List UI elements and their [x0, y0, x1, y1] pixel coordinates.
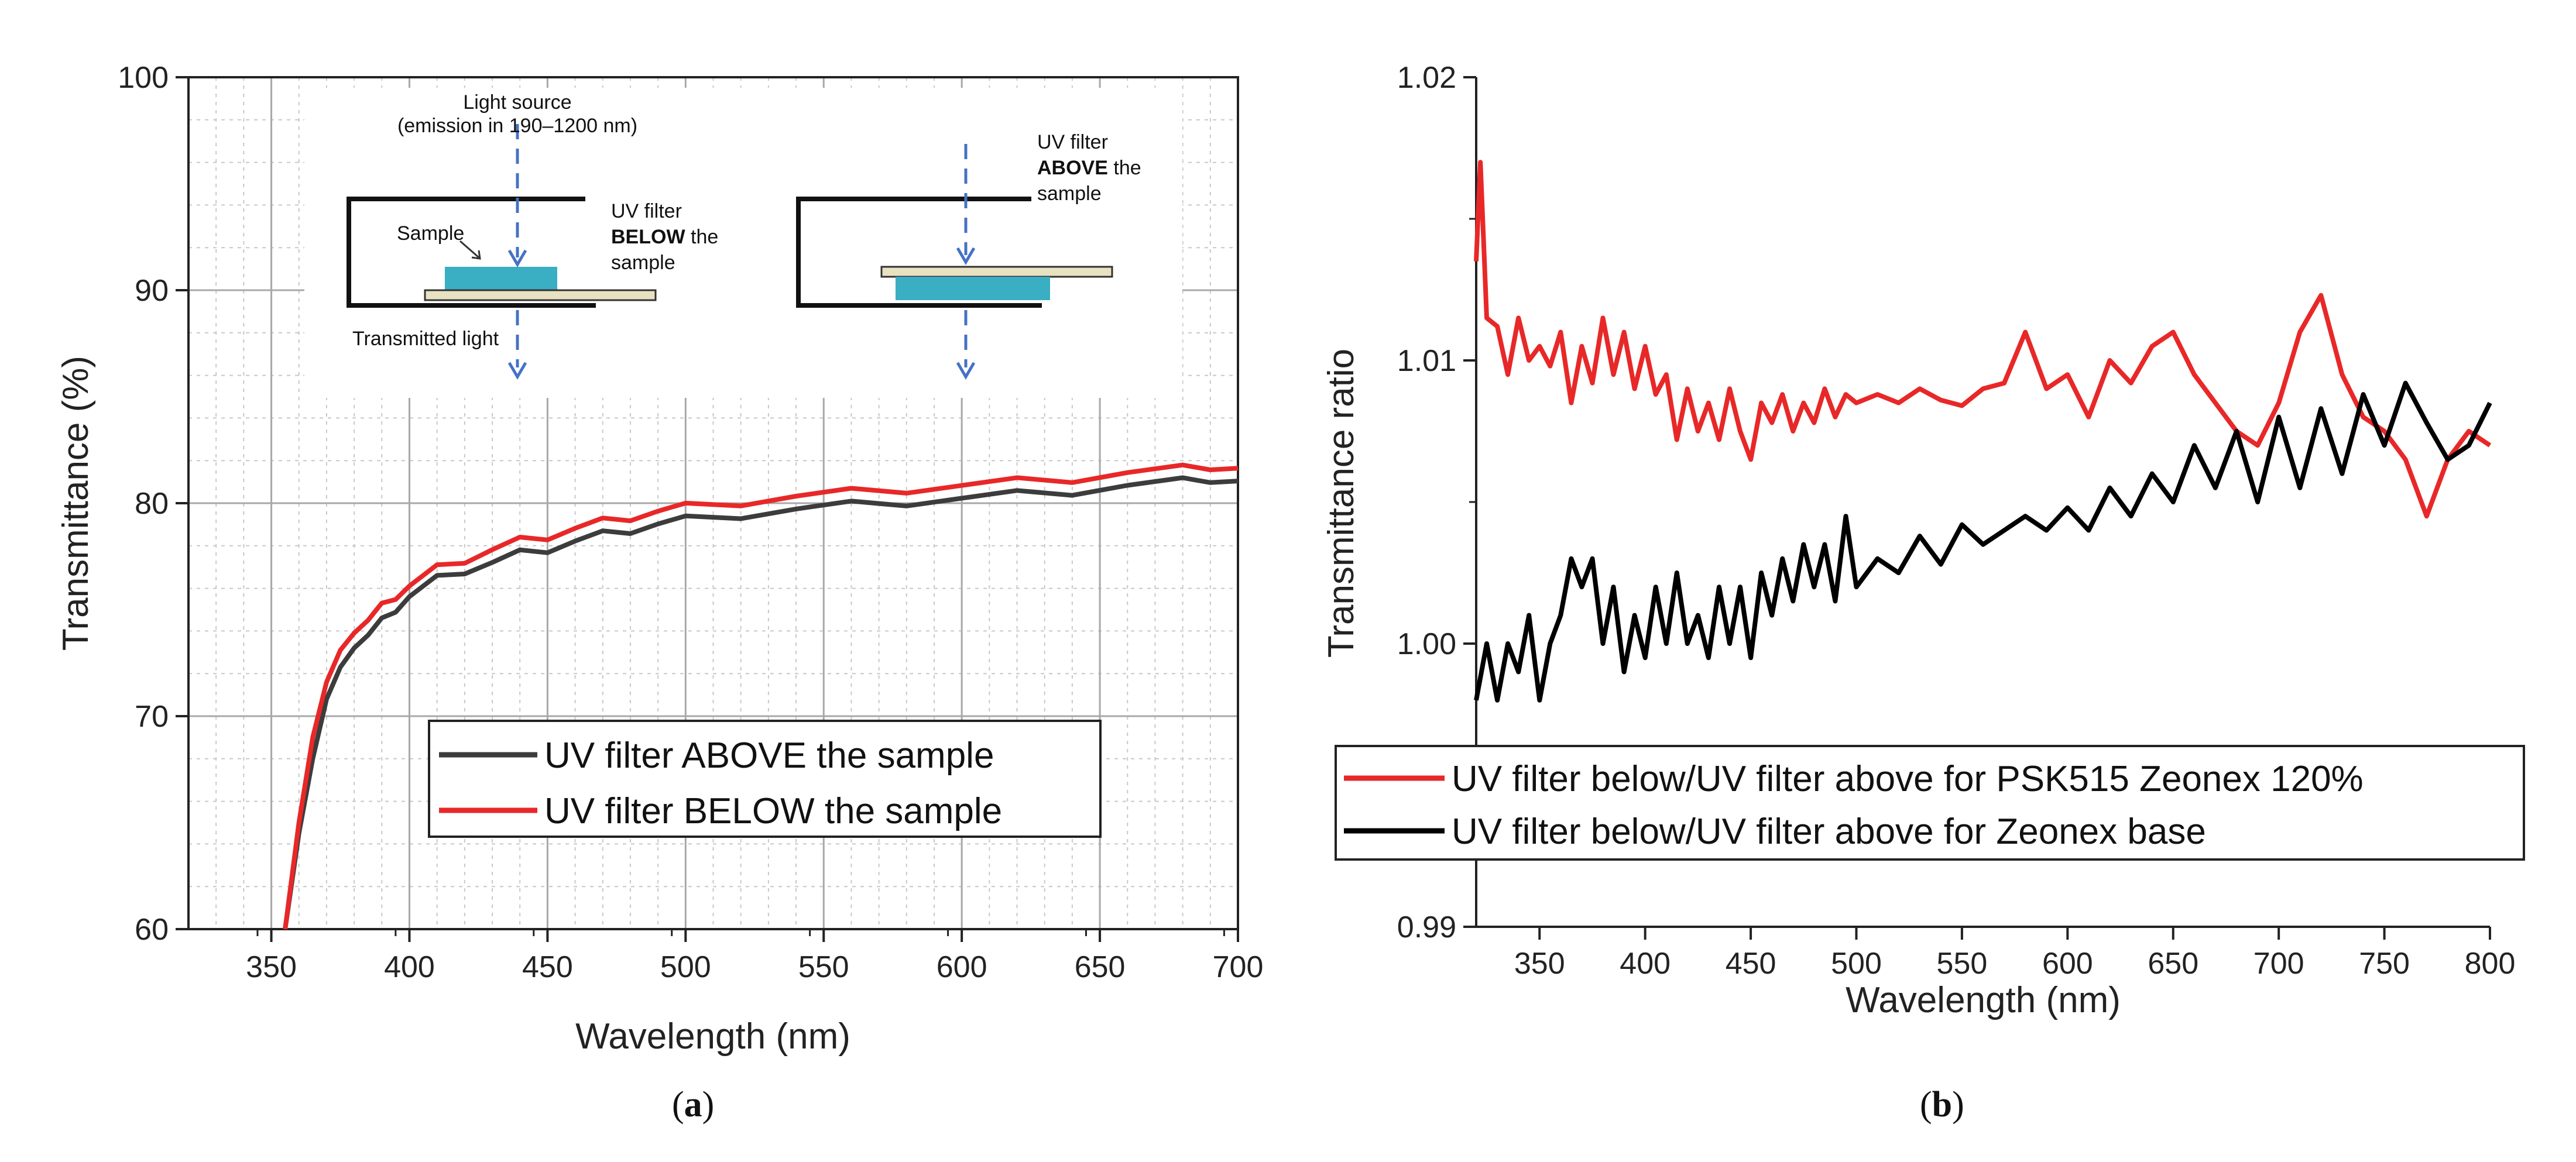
label-above-bold: ABOVE — [1037, 157, 1108, 179]
x-tick-label: 400 — [1620, 947, 1671, 981]
arrow-head-icon — [507, 362, 527, 380]
filter-left — [424, 289, 657, 301]
legend-label-psk515: UV filter below/UV filter above for PSK5… — [1452, 759, 2364, 799]
sample-left — [445, 267, 557, 290]
label-below-line2: BELOW the — [611, 226, 718, 248]
x-tick-label: 550 — [1937, 947, 1988, 981]
panel-label-b-close: ) — [1952, 1085, 1964, 1125]
series-line-above — [283, 475, 1239, 930]
label-below-line3: sample — [611, 252, 675, 274]
ticks-a: 350 400 450 500 550 600 650 700 60 70 80 90 100 — [118, 61, 1263, 984]
series-line-below — [283, 462, 1239, 930]
x-tick-label: 500 — [1831, 947, 1882, 981]
chart-panel-b: 350 400 450 500 550 600 650 700 750 800 0.99 1.00 1.… — [1321, 61, 2525, 1125]
x-axis-title-a: Wavelength (nm) — [575, 1016, 850, 1057]
label-below-bold: BELOW — [611, 226, 685, 248]
label-above-line2: ABOVE the — [1037, 157, 1141, 179]
label-below-the: the — [685, 226, 719, 248]
label-transmitted: Transmitted light — [352, 328, 499, 350]
sample-pointer-icon — [459, 240, 479, 259]
legend-label-zeonex: UV filter below/UV filter above for Zeon… — [1452, 812, 2206, 852]
y-tick-label: 1.01 — [1397, 344, 1456, 378]
x-tick-label: 700 — [2253, 947, 2304, 981]
y-tick-label: 100 — [118, 61, 169, 95]
x-tick-label: 700 — [1213, 950, 1264, 984]
inset-background — [304, 88, 1182, 398]
holder-left — [347, 197, 596, 308]
panel-label-a-letter: a — [684, 1085, 702, 1125]
x-axis-title-b: Wavelength (nm) — [1846, 980, 2121, 1020]
y-axis-title-a: Transmittance (%) — [56, 356, 96, 651]
series-a — [283, 462, 1239, 930]
panel-label-a: (a) — [672, 1085, 714, 1125]
series-b — [1474, 160, 2492, 703]
x-tick-label: 600 — [2042, 947, 2093, 981]
legend-label-below: UV filter BELOW the sample — [544, 791, 1002, 831]
label-below-line1: UV filter — [611, 200, 682, 222]
panel-label-a-open: ( — [672, 1085, 684, 1125]
setup-inset: Light source (emission in 190–1200 nm) S… — [304, 88, 1182, 398]
x-tick-label: 400 — [384, 950, 435, 984]
legend-a: UV filter ABOVE the sample UV filter BEL… — [428, 720, 1102, 838]
x-tick-label: 550 — [798, 950, 849, 984]
holder-right — [796, 197, 1042, 308]
arrow-head-icon — [507, 249, 527, 267]
legend-box-a — [428, 720, 1102, 838]
y-tick-label: 90 — [135, 274, 169, 308]
y-tick-label: 1.02 — [1397, 61, 1456, 95]
panel-label-a-close: ) — [702, 1085, 715, 1125]
series-line-psk515 — [1474, 160, 2492, 519]
y-tick-label: 80 — [135, 487, 169, 521]
arrow-head-icon — [471, 250, 481, 260]
sample-right — [896, 277, 1050, 300]
legend-label-above: UV filter ABOVE the sample — [544, 735, 994, 776]
y-tick-label: 60 — [135, 913, 169, 947]
y-tick-label: 0.99 — [1397, 910, 1456, 944]
x-tick-label: 450 — [1726, 947, 1776, 981]
legend-b: UV filter below/UV filter above for PSK5… — [1335, 745, 2525, 861]
x-tick-label: 750 — [2359, 947, 2410, 981]
label-above-line3: sample — [1037, 183, 1102, 205]
x-tick-label: 450 — [522, 950, 573, 984]
panel-label-b: (b) — [1920, 1085, 1964, 1125]
panel-label-b-letter: b — [1932, 1085, 1952, 1125]
panel-label-b-open: ( — [1920, 1085, 1932, 1125]
x-tick-label: 500 — [660, 950, 711, 984]
label-sample: Sample — [397, 222, 464, 245]
label-above-the: the — [1108, 157, 1141, 179]
y-tick-label: 1.00 — [1397, 627, 1456, 661]
arrow-head-icon — [956, 362, 976, 380]
filter-right — [880, 266, 1113, 278]
x-tick-label: 800 — [2465, 947, 2516, 981]
x-tick-label: 600 — [937, 950, 987, 984]
arrow-head-icon — [956, 247, 976, 265]
x-tick-label: 650 — [2148, 947, 2198, 981]
label-emission: (emission in 190–1200 nm) — [397, 115, 637, 137]
x-tick-label: 650 — [1075, 950, 1126, 984]
chart-panel-a: 350 400 450 500 550 600 650 700 60 70 80 90 100 Ligh… — [56, 61, 1263, 1125]
legend-box-b — [1335, 745, 2525, 861]
x-tick-label: 350 — [1514, 947, 1565, 981]
x-tick-label: 350 — [246, 950, 297, 984]
y-tick-label: 70 — [135, 700, 169, 734]
label-light-source: Light source — [463, 91, 571, 114]
ticks-b: 350 400 450 500 550 600 650 700 750 800 0.99 1.00 1.… — [1397, 61, 2516, 981]
label-above-line1: UV filter — [1037, 131, 1108, 153]
series-line-zeonex — [1474, 380, 2492, 703]
y-axis-title-b: Transmittance ratio — [1321, 349, 1361, 658]
